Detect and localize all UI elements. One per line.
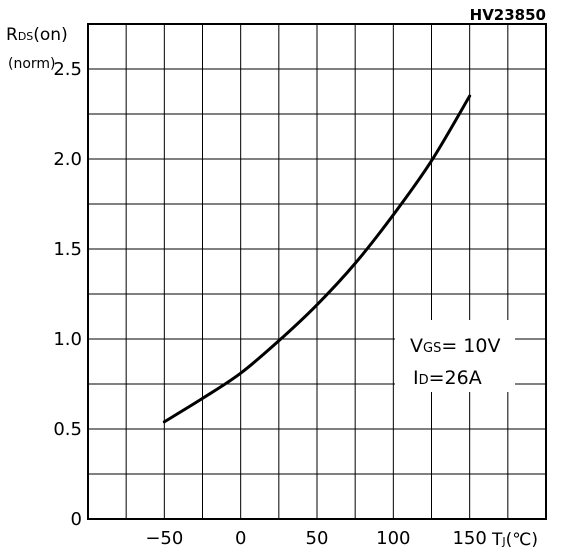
y-tick-label: 0 xyxy=(71,509,82,530)
y-tick-label: 2.0 xyxy=(53,149,82,170)
svg-text:RDS(on): RDS(on) xyxy=(6,25,68,45)
x-tick-label: 50 xyxy=(306,528,329,549)
y-tick-label: 1.5 xyxy=(53,239,82,260)
x-tick-label: −50 xyxy=(145,528,183,549)
y-tick-labels: 0 0.5 1.0 1.5 2.0 2.5 xyxy=(53,59,82,530)
annotation-id: ID=26A xyxy=(413,367,482,389)
conditions-annotation: VGS= 10V ID=26A xyxy=(395,320,515,392)
y-tick-label: 1.0 xyxy=(53,329,82,350)
grid-lines xyxy=(88,24,546,519)
x-tick-label: 150 xyxy=(452,528,486,549)
y-axis-label-sub: (norm) xyxy=(8,56,56,72)
y-axis-label: RDS(on) (norm) xyxy=(6,25,68,72)
x-tick-labels: −50 0 50 100 150 xyxy=(145,528,487,549)
annotation-vgs: VGS= 10V xyxy=(410,335,500,357)
x-tick-label: 100 xyxy=(376,528,410,549)
y-axis-label-main: RDS(on) xyxy=(6,25,68,45)
x-axis-label: TJ(℃) xyxy=(491,530,538,550)
figure-id: HV23850 xyxy=(470,6,546,24)
plot-frame xyxy=(87,23,547,520)
y-tick-label: 2.5 xyxy=(53,59,82,80)
y-tick-label: 0.5 xyxy=(53,419,82,440)
rdson-curve xyxy=(162,94,472,424)
x-tick-label: 0 xyxy=(235,528,246,549)
